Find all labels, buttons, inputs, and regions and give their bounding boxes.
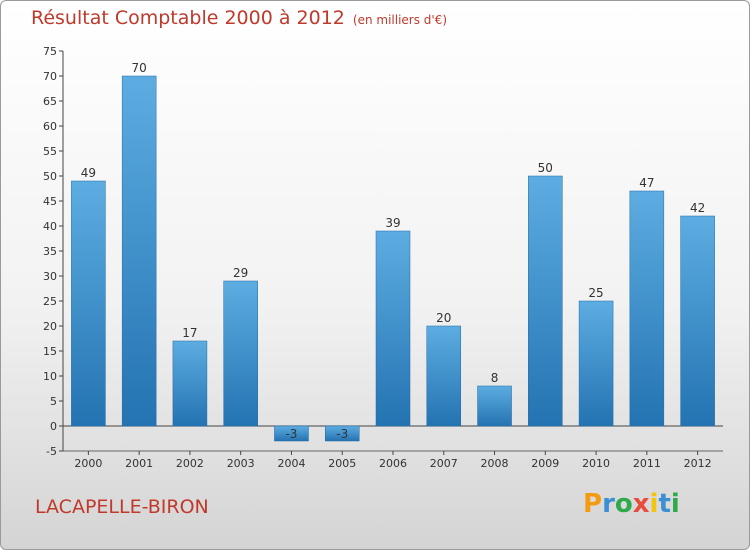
y-tick-label: 0 — [50, 420, 57, 433]
logo-letter: i — [649, 489, 659, 519]
logo-letter: o — [614, 489, 633, 519]
labels: 2000 49 2001 70 2002 17 2003 29 2004 -3 2005 -3 2006… — [74, 61, 711, 470]
logo-letter: P — [583, 489, 603, 519]
y-tick-label: 70 — [43, 70, 57, 83]
y-tick-label: 40 — [43, 220, 57, 233]
bar-2005 — [324, 425, 360, 442]
bar-2003 — [223, 280, 258, 427]
bar-2011 — [629, 190, 665, 427]
bar-2000 — [71, 180, 106, 427]
value-label-2005: -3 — [336, 427, 348, 441]
title-unit: (en milliers d'€) — [352, 13, 448, 27]
logo-letter: i — [670, 489, 680, 519]
y-tick-label: 55 — [43, 145, 57, 158]
value-label-2001: 70 — [132, 61, 147, 75]
y-tick-label: 60 — [43, 120, 57, 133]
proxiti-logo: Proxiti — [583, 489, 680, 519]
y-tick-label: 20 — [43, 320, 57, 333]
x-tick-label: 2004 — [277, 457, 305, 470]
x-tick-label: 2010 — [582, 457, 610, 470]
value-label-2009: 50 — [538, 161, 553, 175]
y-tick-label: 50 — [43, 170, 57, 183]
x-tick-label: 2008 — [481, 457, 509, 470]
y-tick-label: 25 — [43, 295, 57, 308]
x-tick-label: 2006 — [379, 457, 407, 470]
value-label-2008: 8 — [491, 371, 499, 385]
chart-title: Résultat Comptable 2000 à 2012 (en millie… — [31, 7, 447, 29]
value-label-2003: 29 — [233, 266, 248, 280]
bar-2001 — [121, 75, 157, 427]
logo-letter: r — [602, 489, 615, 519]
value-label-2010: 25 — [588, 286, 603, 300]
x-tick-label: 2002 — [176, 457, 204, 470]
x-tick-label: 2009 — [531, 457, 559, 470]
bar-2006 — [375, 230, 411, 427]
logo-letter: x — [632, 489, 650, 519]
x-tick-label: 2001 — [125, 457, 153, 470]
x-tick-label: 2007 — [430, 457, 458, 470]
y-tick-label: 75 — [43, 45, 57, 58]
value-label-2012: 42 — [690, 201, 705, 215]
commune-name: LACAPELLE-BIRON — [35, 496, 209, 518]
bar-2010 — [578, 300, 614, 427]
value-label-2004: -3 — [285, 427, 297, 441]
value-label-2002: 17 — [182, 326, 197, 340]
bar-2002 — [172, 340, 208, 427]
value-label-2006: 39 — [385, 216, 400, 230]
y-tick-label: 30 — [43, 270, 57, 283]
bar-2009 — [528, 175, 563, 427]
y-tick-label: 35 — [43, 245, 57, 258]
y-tick-label: 65 — [43, 95, 57, 108]
title-text: Résultat Comptable 2000 à 2012 — [31, 7, 345, 29]
value-label-2007: 20 — [436, 311, 451, 325]
y-tick-label: 15 — [43, 345, 57, 358]
x-tick-label: 2003 — [227, 457, 255, 470]
y-tick-label: 5 — [50, 395, 57, 408]
y-tick-label: 45 — [43, 195, 57, 208]
x-tick-label: 2011 — [633, 457, 661, 470]
x-tick-label: 2012 — [684, 457, 712, 470]
y-tick-label: 10 — [43, 370, 57, 383]
bars — [71, 75, 715, 442]
bar-2008 — [477, 385, 512, 427]
y-tick-label: -5 — [46, 445, 57, 458]
bar-2012 — [680, 215, 715, 427]
value-label-2000: 49 — [81, 166, 96, 180]
x-tick-label: 2005 — [328, 457, 356, 470]
bar-2004 — [274, 425, 309, 442]
x-tick-label: 2000 — [74, 457, 102, 470]
bar-2007 — [426, 325, 462, 427]
logo-letter: t — [658, 489, 671, 519]
value-label-2011: 47 — [639, 176, 654, 190]
